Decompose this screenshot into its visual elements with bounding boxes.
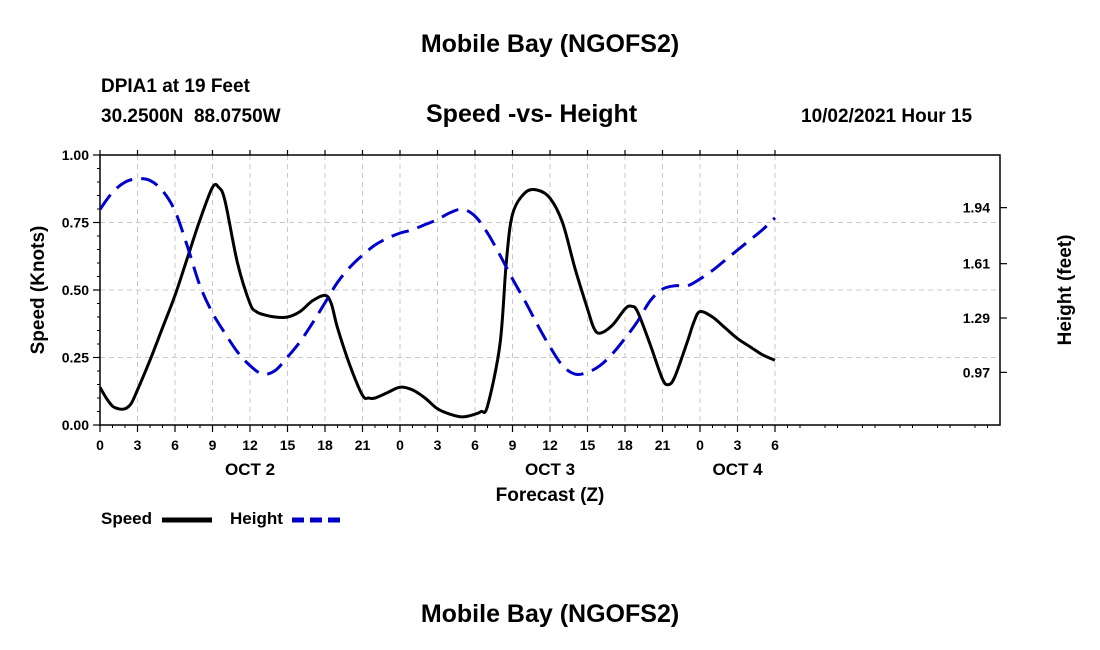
station-label: DPIA1 at 19 Feet [101,76,250,97]
x-tick-label: 9 [509,437,517,453]
x-tick-label: 21 [355,437,371,453]
y2-tick-label: 1.61 [963,256,990,272]
x-tick-label: 0 [396,437,404,453]
legend-speed-label: Speed [101,509,153,528]
x-tick-label: 3 [734,437,742,453]
x-tick-label: 6 [471,437,479,453]
y-tick-label: 0.50 [62,282,89,298]
x-tick-label: 15 [580,437,596,453]
x-tick-label: 6 [171,437,179,453]
date-label: 10/02/2021 Hour 15 [801,106,973,127]
x-day-label: OCT 4 [712,460,763,479]
coordinates-label: 30.2500N 88.0750W [101,106,281,127]
y-axis-label: Speed (Knots) [28,226,49,355]
speed-series-line [100,182,776,419]
y-tick-label: 1.00 [62,147,89,163]
x-tick-label: 12 [242,437,258,453]
chart-subtitle: Speed -vs- Height [426,100,638,128]
y-tick-label: 0.00 [62,417,89,433]
x-tick-label: 3 [434,437,442,453]
y2-axis-label: Height (feet) [1055,235,1076,346]
legend-height-label: Height [230,509,283,528]
y2-tick-label: 1.29 [963,310,990,326]
y-tick-label: 0.75 [62,215,89,231]
bottom-title: Mobile Bay (NGOFS2) [420,600,680,628]
x-tick-label: 3 [134,437,142,453]
x-tick-label: 18 [617,437,633,453]
x-tick-label: 18 [317,437,333,453]
x-tick-label: 0 [96,437,104,453]
x-tick-label: 9 [209,437,217,453]
y2-tick-label: 1.94 [963,200,990,216]
x-tick-label: 15 [280,437,296,453]
x-day-label: OCT 2 [225,460,275,479]
y-tick-label: 0.25 [62,350,89,366]
x-tick-label: 12 [542,437,558,453]
x-axis-label: Forecast (Z) [496,485,605,506]
y2-tick-label: 0.97 [963,364,990,380]
x-tick-label: 0 [696,437,704,453]
top-title: Mobile Bay (NGOFS2) [420,30,680,58]
x-tick-label: 6 [771,437,779,453]
x-day-label: OCT 3 [525,460,575,479]
x-tick-label: 21 [655,437,671,453]
height-series-line [100,177,777,376]
